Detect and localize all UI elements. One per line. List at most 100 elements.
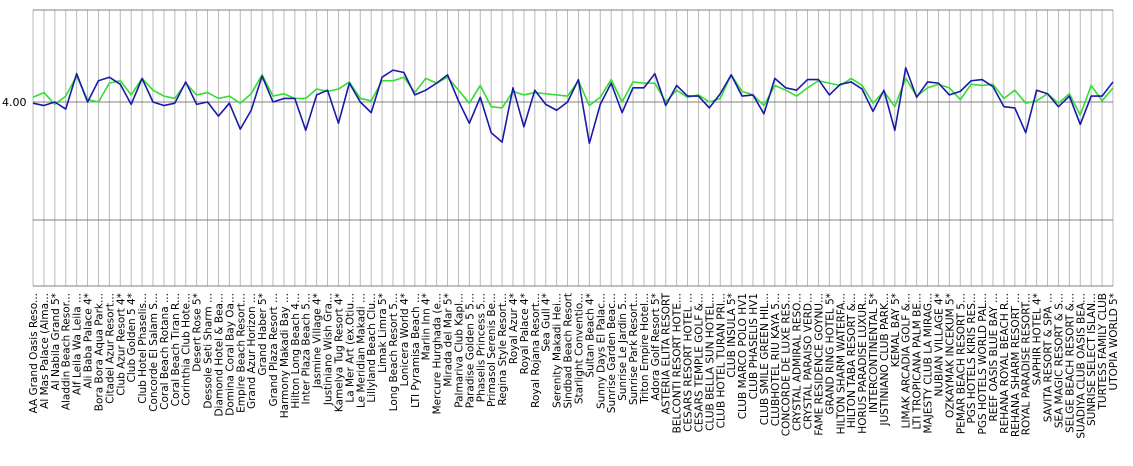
x-tick-label: Sunrise Le Jardin 5... <box>617 293 629 401</box>
x-tick-label: Serenity Makadi Hei... <box>552 293 564 408</box>
x-tick-label: HILTON SHARM WATERFA... <box>835 293 847 434</box>
series-line-2 <box>32 66 1114 145</box>
x-tick-label: Grand Azur Horizon ... <box>246 293 258 409</box>
x-tick-label: LIMAK ARCADIA GOLF &... <box>901 293 913 428</box>
x-tick-label: Al Nabila Grand 5* <box>50 293 62 390</box>
x-tick-label: Royal Rojana Resort... <box>530 293 542 408</box>
x-tick-label: Limak Limra 5* <box>377 293 389 373</box>
x-tick-label: Al Mas Palace (Alma... <box>39 293 51 409</box>
y-tick-label: 4.00 <box>2 96 27 109</box>
x-tick-label: CLUB BELLA SUN HOTEL... <box>704 293 716 431</box>
x-tick-label: Diamond Hotel & Bea... <box>213 293 225 417</box>
x-tick-label: Citadel Azur Resort... <box>104 293 116 404</box>
x-tick-label: CESARS TEMPLE GOLF &... <box>693 293 705 432</box>
x-tick-label: Jasmine Village 4* <box>312 293 324 389</box>
x-tick-label: Starlight Conventio... <box>573 293 585 404</box>
x-tick-label: LTI Pyramisa Beach ... <box>410 293 422 408</box>
x-tick-label: UTOPIA WORLD 5* <box>1108 293 1120 390</box>
x-tick-label: Alf Leila Wa Leila ... <box>72 293 84 395</box>
x-tick-label: REHANA ROYAL BEACH R... <box>999 293 1011 434</box>
x-tick-label: Lillyland Beach Clu... <box>366 293 378 403</box>
x-tick-label: REHANA SHARM RESORT ... <box>1010 293 1022 437</box>
x-tick-label: GRAND RING HOTEL 5* <box>824 293 836 415</box>
x-tick-label: Sea Gull 4* <box>541 293 553 352</box>
x-tick-label: ROYAL PARADISE RESORT... <box>1021 293 1033 435</box>
x-tick-label: Aladdin Beach Resor... <box>61 293 73 410</box>
y-axis-labels: 4.00 <box>2 96 27 109</box>
x-tick-label: CLUB INSULA 5* <box>726 293 738 378</box>
x-tick-label: AA Grand Oasis Reso... <box>28 293 40 413</box>
x-tick-label: BELCONTI RESORT HOTE... <box>672 293 684 433</box>
x-tick-label: Empire Beach Resort... <box>235 293 247 413</box>
x-tick-label: CRYSTAL ADMIRAL RESO... <box>792 293 804 431</box>
x-tick-label: CLUB SMILE GREEN HIL... <box>759 293 771 425</box>
x-tick-label: Lonicera World 4* <box>399 293 411 386</box>
x-tick-label: Long Beach Resort 5... <box>388 293 400 411</box>
x-tick-label: Palmariva Club Kapl... <box>453 293 465 408</box>
x-tick-label: Phaselis Princess 5... <box>475 293 487 402</box>
x-tick-label: Royal Palace 4* <box>519 293 531 374</box>
series-lines <box>32 66 1114 145</box>
x-tick-label: SUNRISE SELECT ISLAN... <box>1086 293 1098 426</box>
x-tick-label: Kamelya Tug Resort 4* <box>333 293 345 412</box>
x-tick-label: Adora Golf Resort 5* <box>650 293 662 401</box>
x-tick-label: Concorde El Salam S... <box>148 293 160 412</box>
x-tick-label: Paradise Golden 5 5... <box>464 293 476 408</box>
x-tick-label: CLUB HOTEL TURAN PRI... <box>715 293 727 428</box>
x-tick-label: Harmony Makadi Bay ... <box>279 293 291 418</box>
x-tick-label: INTERCONTINENTAL 5* <box>868 293 880 413</box>
x-tick-label: Club Azur Resort 4* <box>115 293 127 396</box>
x-tick-label: Grand Haber 5* <box>257 293 269 376</box>
x-tick-label: SAPHIR HOTEL 4* <box>1032 293 1044 385</box>
x-tick-label: ASTERIA ELITA RESORT <box>661 292 673 414</box>
x-tick-label: HORUS PARADISE LUXUR... <box>857 293 869 434</box>
x-tick-label: LTI TROPICANA PALM BE... <box>912 293 924 430</box>
x-tick-label: FAME RESIDENCE GOYNU... <box>813 293 825 436</box>
x-axis-labels: AA Grand Oasis Reso...Al Mas Palace (Alm… <box>28 292 1120 438</box>
x-tick-label: La Mer Art (ex.Otiu... <box>344 293 356 403</box>
series-line-1 <box>32 74 1114 116</box>
x-tick-label: Justiniano Wish Gra... <box>323 293 335 406</box>
x-tick-label: Marlin Inn 4* <box>421 293 433 360</box>
x-tick-label: Ali Baba Palace 4* <box>83 293 95 389</box>
x-tick-label: PGS HOTELS WORLD PAL... <box>977 293 989 434</box>
x-tick-label: NUBIAN VILLAGE 4* <box>933 293 945 396</box>
vertical-grid <box>32 10 1114 286</box>
x-tick-label: Sindbad Beach Resort <box>563 293 575 408</box>
x-tick-label: Sunrise Park Resort... <box>628 293 640 405</box>
x-tick-label: CONCORDE DE LUXE RES... <box>781 293 793 436</box>
x-tick-label: Coral Beach Tiran R... <box>170 293 182 406</box>
x-tick-label: Royal Azur 4* <box>508 293 520 364</box>
x-tick-label: Grand Plaza Resort ... <box>268 293 280 406</box>
x-tick-label: PEMAR BEACH RESORT 5... <box>955 293 967 434</box>
x-tick-label: Corinthia Club Hote... <box>181 293 193 406</box>
x-tick-label: Mirada del Mar 5* <box>443 293 455 387</box>
x-tick-label: CESARS RESORT HOTEL ... <box>683 293 695 432</box>
x-tick-label: CLUB PHASELIS HV1 <box>748 293 760 399</box>
x-tick-label: SELGE BEACH RESORT &... <box>1064 293 1076 433</box>
x-tick-label: SAVITA RESORT & SPA ... <box>1043 293 1055 422</box>
x-tick-label: MAJESTY CLUB LA MIRAG... <box>923 293 935 433</box>
x-tick-label: Sultan Beach 4* <box>584 293 596 378</box>
x-tick-label: Bora Bora Aqua Park... <box>93 293 105 411</box>
x-tick-label: TURTESS FAMILY CLUB <box>1097 293 1109 411</box>
x-tick-label: SEA MAGIC RESORT & S... <box>1053 293 1065 428</box>
x-tick-label: Sunny Days El Palac... <box>595 293 607 409</box>
x-tick-label: Sunrise Garden Beac... <box>606 293 618 413</box>
x-tick-label: CLUB MARCO POLO HV1 <box>737 293 749 419</box>
x-tick-label: KEMAL BAY 5* <box>890 293 902 367</box>
horizontal-grid <box>33 9 1113 287</box>
x-tick-label: OZKAYMAK INCEKUM 5* <box>944 293 956 418</box>
x-tick-label: CLUBHOTEL RIU KAYA 5... <box>770 293 782 426</box>
x-tick-label: Primasol Serenis Be... <box>486 293 498 407</box>
x-tick-label: JUSTINIANO CLUB PARK... <box>879 293 891 426</box>
x-tick-label: Desert Rose 5* <box>192 293 204 372</box>
x-tick-label: REEF OASIS BLUE BAY ... <box>988 293 1000 422</box>
x-tick-label: PGS HOTELS KIRIS RES... <box>966 293 978 424</box>
x-tick-label: Club Golden 5 4* <box>126 293 138 382</box>
x-tick-label: Regina Style Resort... <box>497 293 509 406</box>
x-tick-label: SUADIYA CLUB OASIS BEA... <box>1075 293 1087 439</box>
x-tick-label: Dessole Seti Sharm ... <box>203 293 215 409</box>
x-tick-label: Hilton Long Beach 4... <box>290 293 302 409</box>
